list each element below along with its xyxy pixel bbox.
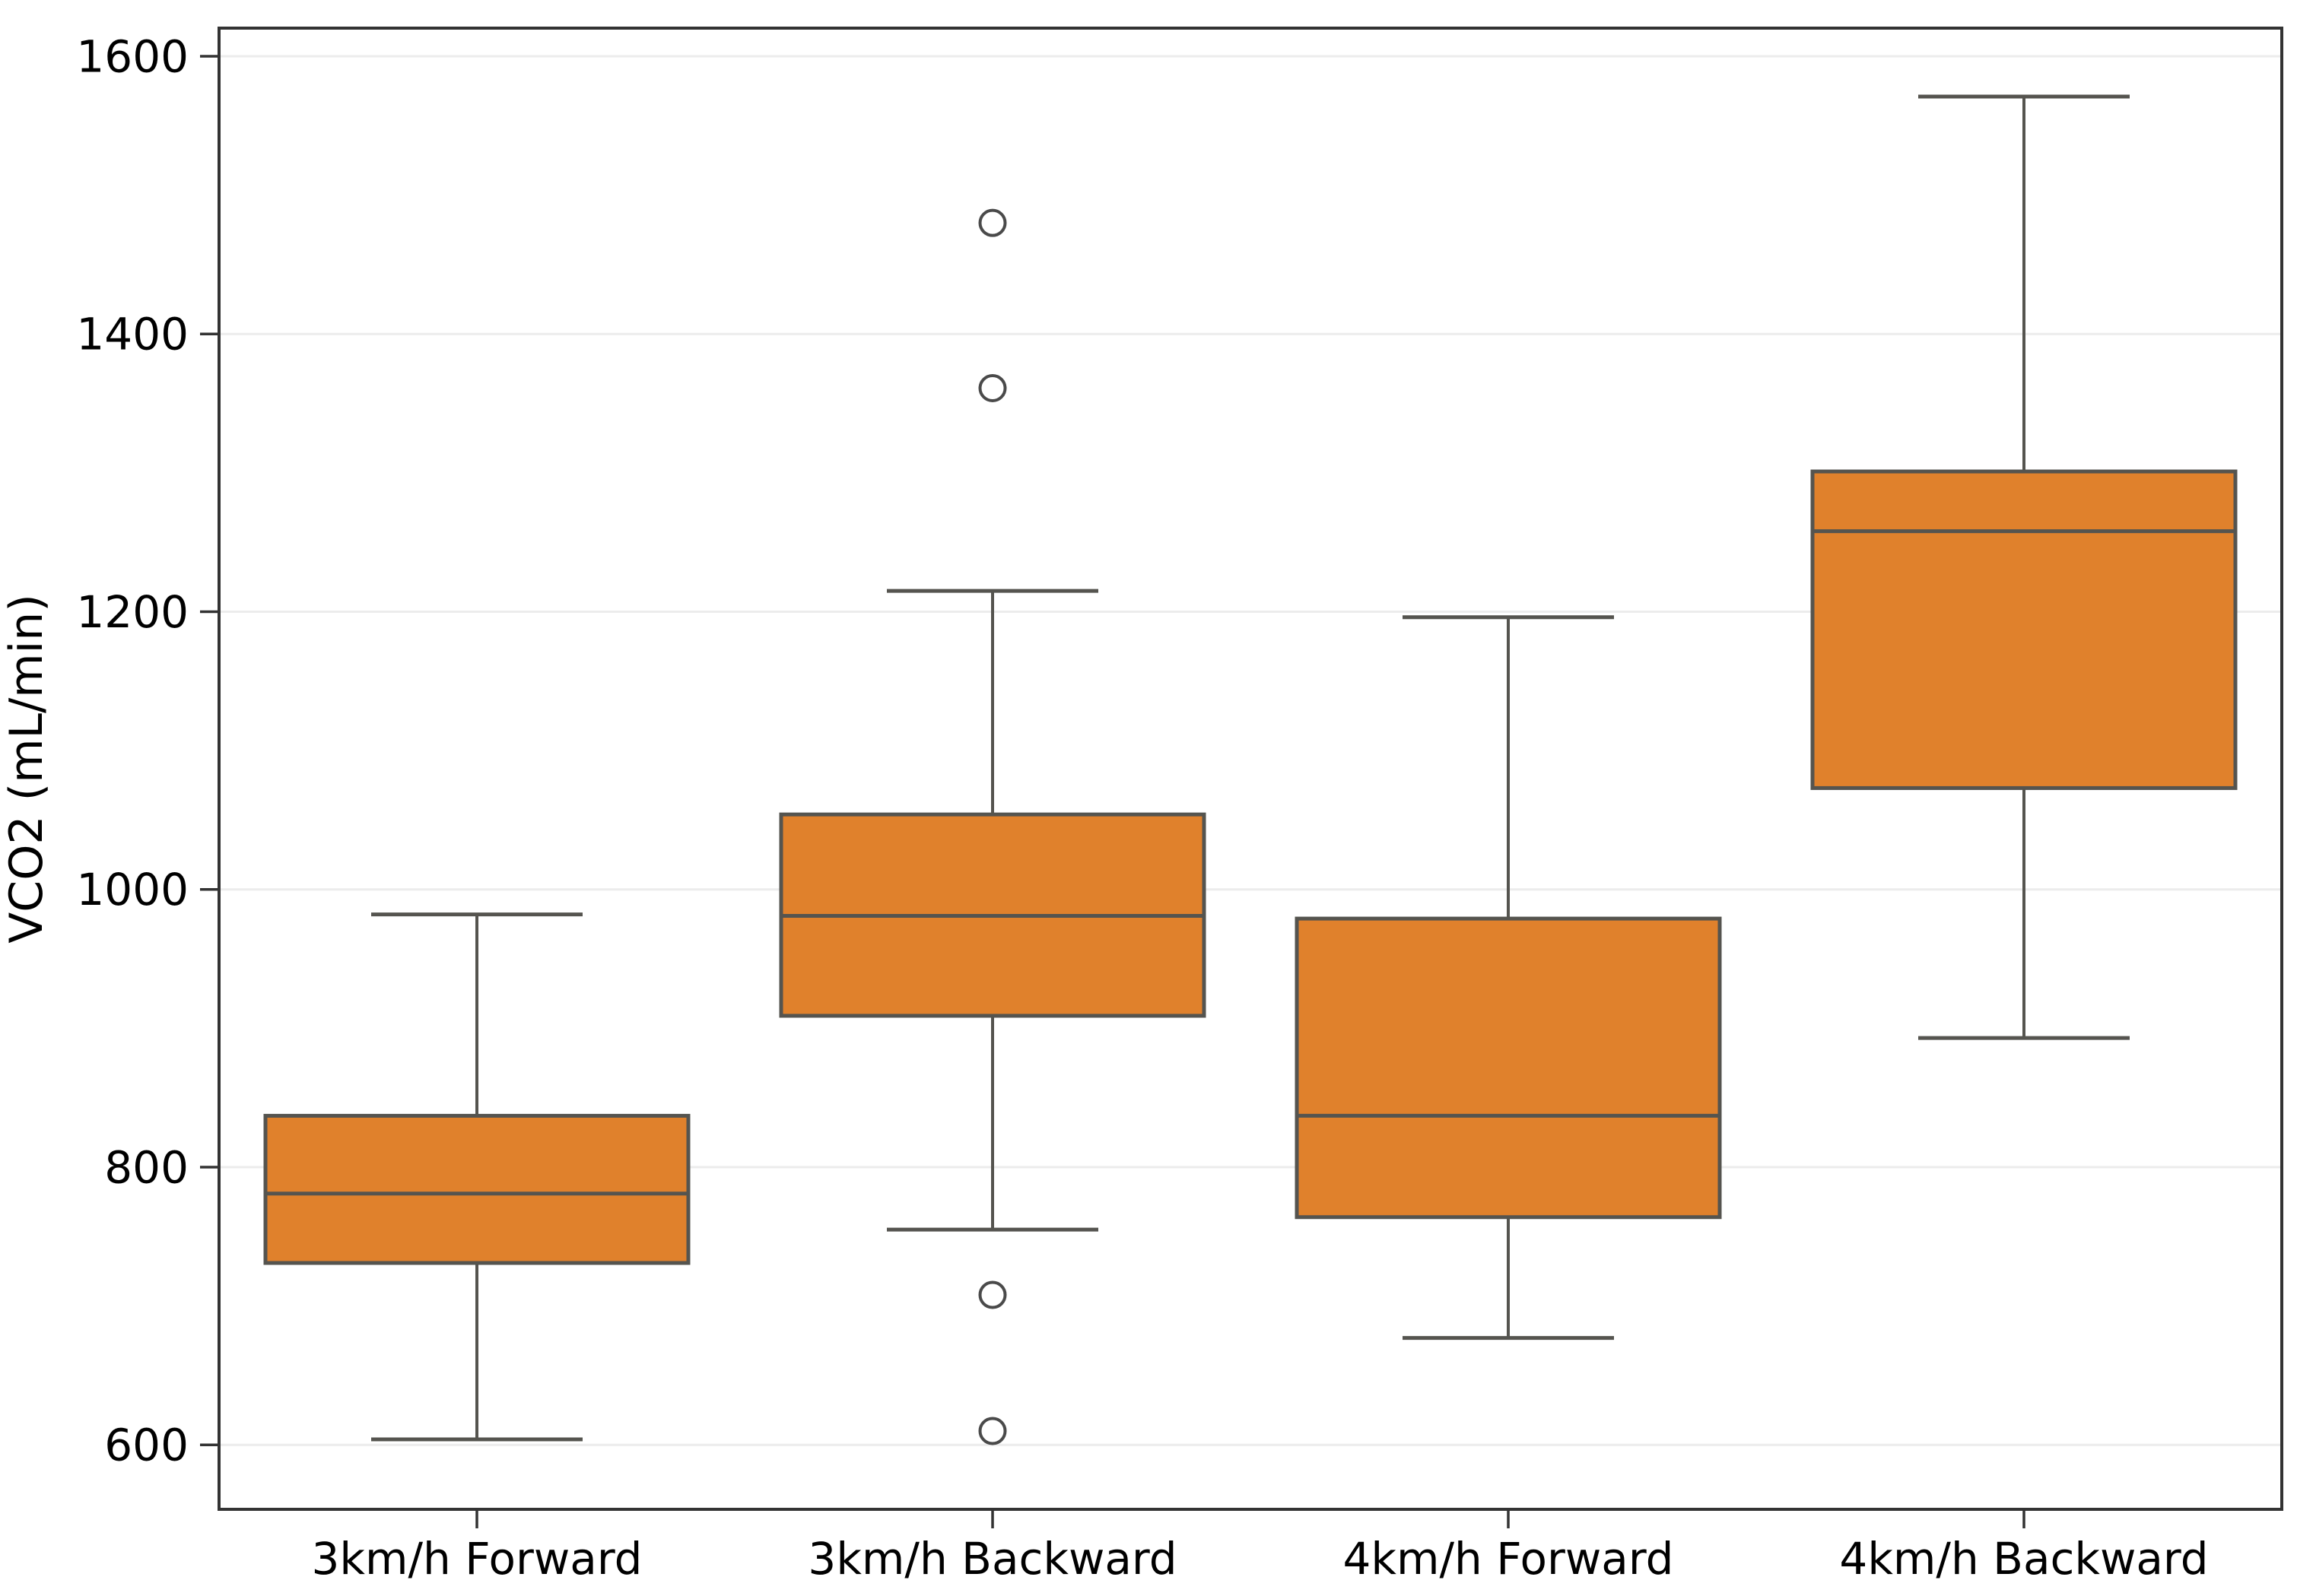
iqr-box bbox=[1810, 469, 2238, 790]
plot-frame bbox=[218, 27, 2283, 1511]
boxplot-group bbox=[263, 912, 691, 1442]
x-axis-category-label: 3km/h Forward bbox=[312, 1533, 643, 1585]
boxplot-group bbox=[1295, 615, 1722, 1341]
y-axis-tick-label: 800 bbox=[104, 1141, 189, 1193]
outlier-point bbox=[978, 1417, 1007, 1445]
outlier-point bbox=[978, 373, 1007, 402]
x-axis-category-label: 3km/h Backward bbox=[808, 1533, 1177, 1585]
y-axis-title: VCO2 (mL/min) bbox=[0, 594, 53, 943]
x-axis-category-label: 4km/h Backward bbox=[1839, 1533, 2208, 1585]
x-axis-category-label: 4km/h Forward bbox=[1343, 1533, 1674, 1585]
boxplot-group bbox=[1810, 94, 2238, 1040]
outlier-point bbox=[978, 208, 1007, 237]
boxplot-group bbox=[779, 208, 1206, 1445]
y-axis-tick-label: 1200 bbox=[76, 586, 189, 638]
iqr-box bbox=[263, 1113, 691, 1265]
y-axis-tick-label: 600 bbox=[104, 1420, 189, 1471]
y-axis-tick-label: 1400 bbox=[76, 309, 189, 360]
y-axis-tick-label: 1600 bbox=[76, 30, 189, 82]
outlier-point bbox=[978, 1280, 1007, 1309]
y-axis-tick-label: 1000 bbox=[76, 864, 189, 915]
iqr-box bbox=[1295, 916, 1722, 1220]
